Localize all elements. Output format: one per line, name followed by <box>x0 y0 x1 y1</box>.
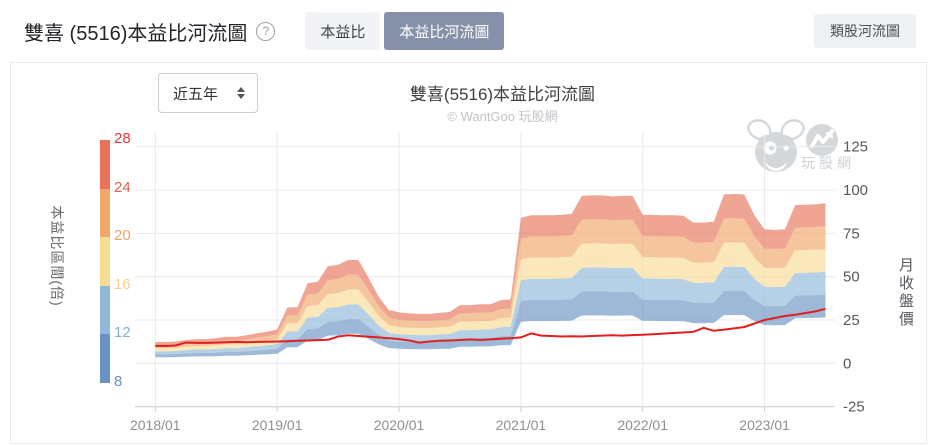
colorbar-segment-pe-20-24 <box>100 188 110 238</box>
view-tabs: 本益比 本益比河流圖 <box>305 12 505 50</box>
x-axis-tick-labels: 2018/01 2019/01 2020/01 2021/01 2022/01 2023/… <box>130 417 790 433</box>
pe-tick-label: 16 <box>114 275 131 293</box>
price-line <box>155 307 826 347</box>
pe-tick-label: 20 <box>114 227 131 245</box>
watermark-text: 玩股網 <box>801 155 855 171</box>
colorbar-segment-pe-16-20 <box>100 237 110 286</box>
sector-river-button[interactable]: 類股河流圖 <box>814 14 916 48</box>
x-tick-label: 2019/01 <box>252 417 303 433</box>
river-band-pe-20-24 <box>155 218 826 349</box>
range-select[interactable]: 近五年 <box>158 73 258 113</box>
x-tick-label: 2018/01 <box>130 417 181 433</box>
pe-tick-label: 8 <box>114 373 123 390</box>
tab-pe-ratio[interactable]: 本益比 <box>305 12 381 50</box>
right-axis-title: 月收盤價 <box>897 257 914 329</box>
pe-tick-label: 28 <box>114 130 131 147</box>
chart-subtitle: © WantGoo 玩股網 <box>447 109 558 124</box>
colorbar-segment-pe-12-16 <box>100 285 110 335</box>
watermark-bull-icon <box>747 119 838 172</box>
x-tick-label: 2021/01 <box>496 417 547 433</box>
y-tick-label: 75 <box>843 225 860 242</box>
colorbar-segment-pe-8-12 <box>100 334 110 383</box>
pe-tick-label: 24 <box>114 178 131 196</box>
y-tick-label: 25 <box>843 312 860 329</box>
caret-updown-icon <box>237 87 245 99</box>
y-tick-label: 125 <box>843 139 868 156</box>
river-band-pe-8-12 <box>155 290 826 358</box>
y-tick-label: 100 <box>843 182 868 199</box>
chart-title: 雙喜(5516)本益比河流圖 <box>409 85 596 104</box>
range-select-label: 近五年 <box>173 85 219 103</box>
colorbar-segment-pe-24-28 <box>100 140 110 189</box>
pe-river-bands <box>155 194 826 358</box>
right-axis-tick-labels: 125 100 75 50 25 0 -25 <box>843 139 868 416</box>
page-title: 雙喜 (5516)本益比河流圖 <box>24 22 248 45</box>
y-tick-label: 50 <box>843 269 860 286</box>
x-tick-label: 2020/01 <box>374 417 425 433</box>
y-tick-label: -25 <box>843 399 865 416</box>
y-tick-label: 0 <box>843 355 851 372</box>
tab-pe-river[interactable]: 本益比河流圖 <box>384 12 505 50</box>
left-axis-title: 本益比區間(倍) <box>49 205 65 307</box>
x-tick-label: 2023/01 <box>739 417 790 433</box>
pe-colorbar <box>100 140 110 383</box>
pe-tick-label: 12 <box>114 324 131 342</box>
river-band-pe-12-16 <box>155 266 826 355</box>
river-band-pe-24-28 <box>155 194 826 346</box>
river-band-pe-16-20 <box>155 242 826 352</box>
x-tick-label: 2022/01 <box>617 417 668 433</box>
page-header: 雙喜 (5516)本益比河流圖 ? 本益比 本益比河流圖 類股河流圖 <box>0 0 929 62</box>
help-icon[interactable]: ? <box>256 21 276 41</box>
